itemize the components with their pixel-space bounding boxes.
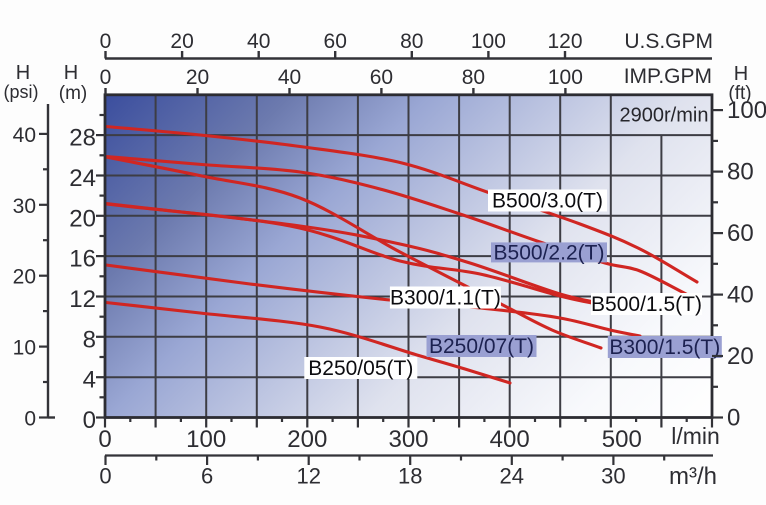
svg-text:18: 18 bbox=[398, 464, 422, 489]
svg-text:0: 0 bbox=[727, 405, 740, 432]
svg-text:28: 28 bbox=[69, 125, 96, 152]
svg-text:6: 6 bbox=[201, 464, 213, 489]
svg-text:(m): (m) bbox=[59, 83, 87, 104]
svg-text:60: 60 bbox=[324, 30, 347, 53]
svg-text:16: 16 bbox=[69, 246, 96, 273]
svg-text:H: H bbox=[64, 62, 78, 84]
svg-text:B300/1.1(T): B300/1.1(T) bbox=[390, 287, 501, 310]
svg-text:100: 100 bbox=[727, 97, 766, 124]
svg-text:80: 80 bbox=[462, 66, 485, 89]
svg-text:20: 20 bbox=[13, 266, 36, 289]
svg-text:30: 30 bbox=[601, 464, 625, 489]
svg-text:40: 40 bbox=[247, 30, 270, 53]
svg-text:B500/2.2(T): B500/2.2(T) bbox=[494, 242, 605, 265]
svg-text:100: 100 bbox=[548, 66, 583, 89]
svg-text:24: 24 bbox=[69, 165, 96, 192]
svg-text:40: 40 bbox=[278, 66, 301, 89]
svg-text:4: 4 bbox=[83, 367, 96, 394]
svg-text:60: 60 bbox=[370, 66, 393, 89]
svg-text:10: 10 bbox=[13, 337, 36, 360]
svg-text:H: H bbox=[734, 63, 748, 85]
svg-text:(psi): (psi) bbox=[4, 82, 39, 102]
svg-text:60: 60 bbox=[727, 220, 754, 247]
svg-text:B300/1.5(T): B300/1.5(T) bbox=[609, 336, 720, 359]
svg-text:B250/07(T): B250/07(T) bbox=[429, 335, 534, 358]
svg-text:100: 100 bbox=[186, 426, 226, 453]
svg-text:IMP.GPM: IMP.GPM bbox=[624, 65, 712, 88]
svg-text:m³/h: m³/h bbox=[669, 463, 717, 490]
svg-text:0: 0 bbox=[98, 426, 111, 453]
svg-text:2900r/min: 2900r/min bbox=[620, 105, 709, 127]
svg-text:0: 0 bbox=[24, 408, 36, 431]
svg-text:12: 12 bbox=[69, 286, 96, 313]
svg-text:U.S.GPM: U.S.GPM bbox=[624, 30, 713, 53]
svg-text:l/min: l/min bbox=[671, 423, 720, 449]
svg-text:0: 0 bbox=[99, 464, 111, 489]
svg-text:H: H bbox=[16, 62, 30, 84]
svg-text:20: 20 bbox=[170, 30, 193, 53]
svg-text:24: 24 bbox=[500, 464, 524, 489]
svg-text:0: 0 bbox=[100, 30, 112, 53]
svg-text:30: 30 bbox=[13, 195, 36, 218]
svg-text:40: 40 bbox=[13, 124, 36, 147]
svg-text:40: 40 bbox=[727, 282, 754, 309]
svg-text:400: 400 bbox=[490, 426, 530, 453]
svg-text:200: 200 bbox=[287, 426, 327, 453]
svg-text:B500/1.5(T): B500/1.5(T) bbox=[591, 293, 702, 316]
svg-text:120: 120 bbox=[547, 30, 582, 53]
svg-text:12: 12 bbox=[296, 464, 320, 489]
svg-text:0: 0 bbox=[83, 407, 96, 434]
svg-text:B250/05(T): B250/05(T) bbox=[308, 357, 413, 380]
svg-text:20: 20 bbox=[186, 66, 209, 89]
svg-text:80: 80 bbox=[727, 159, 754, 186]
svg-text:8: 8 bbox=[83, 326, 96, 353]
svg-text:100: 100 bbox=[471, 30, 506, 53]
svg-text:500: 500 bbox=[602, 426, 642, 453]
svg-text:80: 80 bbox=[400, 30, 423, 53]
svg-text:20: 20 bbox=[69, 205, 96, 232]
svg-text:0: 0 bbox=[100, 66, 112, 89]
svg-text:20: 20 bbox=[727, 343, 754, 370]
svg-text:B500/3.0(T): B500/3.0(T) bbox=[492, 190, 603, 213]
svg-text:300: 300 bbox=[388, 426, 428, 453]
svg-text:(ft): (ft) bbox=[728, 83, 751, 104]
